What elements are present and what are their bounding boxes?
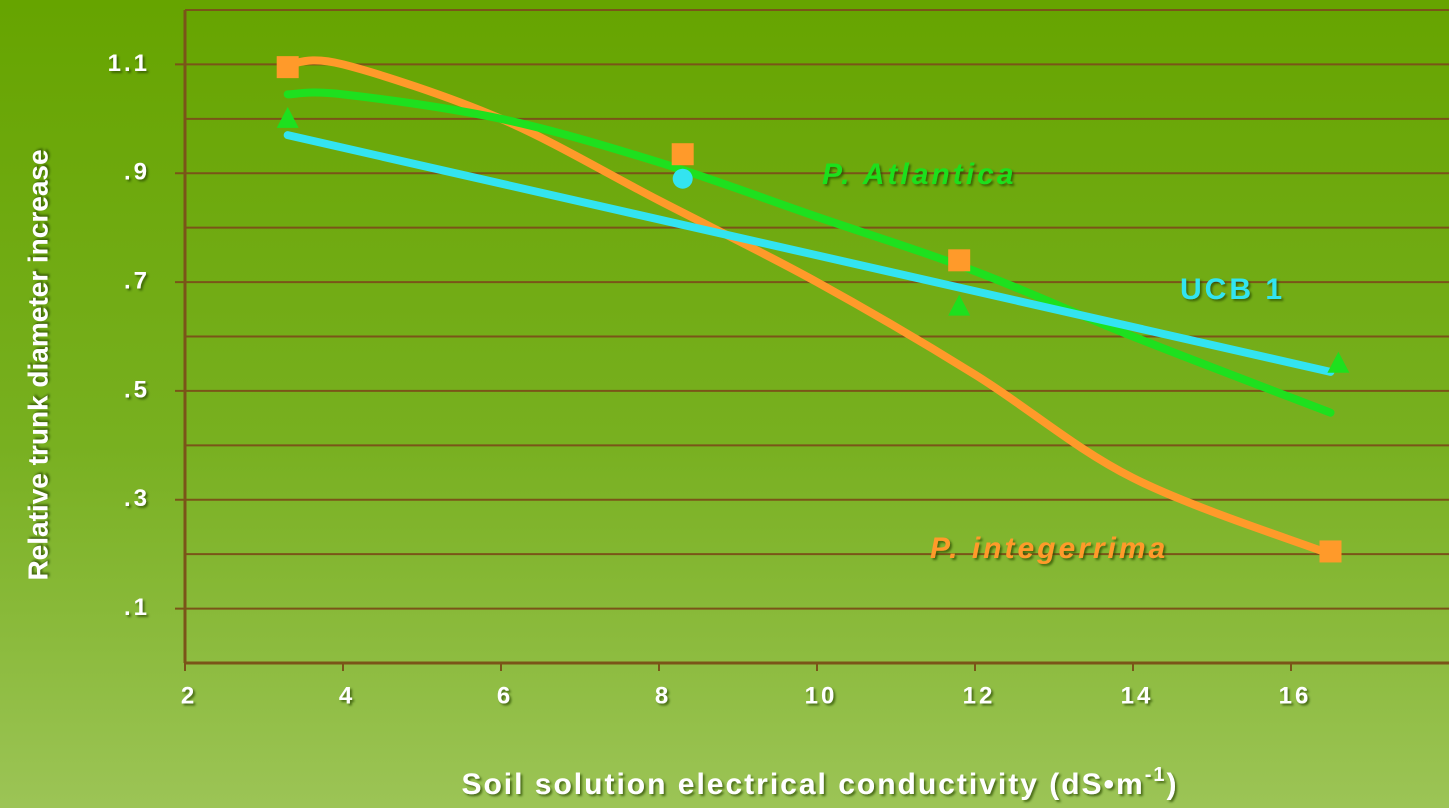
y-tick-label: .9 [124, 159, 150, 186]
x-axis-title-part: ) [1167, 768, 1179, 801]
marker [948, 249, 970, 271]
x-tick-label: 4 [339, 682, 355, 709]
x-tick-label: 10 [805, 682, 838, 709]
x-tick-label: 14 [1121, 682, 1154, 709]
background [0, 0, 1449, 808]
x-tick-label: 12 [963, 682, 996, 709]
x-axis-title-part: Soil solution electrical conductivity (d… [461, 768, 1144, 801]
chart: Relative trunk diameter increase Soil so… [0, 0, 1449, 808]
marker [277, 56, 299, 78]
x-axis-title: Soil solution electrical conductivity (d… [461, 764, 1178, 801]
marker [1320, 540, 1342, 562]
y-tick-label: .5 [124, 376, 150, 403]
x-tick-label: 2 [181, 682, 197, 709]
series-label: P. integerrima [930, 532, 1168, 565]
marker [672, 143, 694, 165]
series-label: P. Atlantica [822, 158, 1016, 191]
y-tick-label: .3 [124, 485, 150, 512]
x-tick-label: 16 [1279, 682, 1312, 709]
x-tick-label: 8 [655, 682, 671, 709]
y-tick-label: .7 [124, 267, 150, 294]
page: Relative trunk diameter increase Soil so… [0, 0, 1449, 808]
series-label: UCB 1 [1180, 273, 1285, 306]
y-tick-label: 1.1 [108, 50, 150, 77]
marker [673, 169, 693, 189]
x-tick-label: 6 [497, 682, 513, 709]
y-axis-title: Relative trunk diameter increase [22, 149, 53, 580]
x-axis-title-sup: -1 [1145, 764, 1167, 786]
y-tick-label: .1 [124, 594, 150, 621]
